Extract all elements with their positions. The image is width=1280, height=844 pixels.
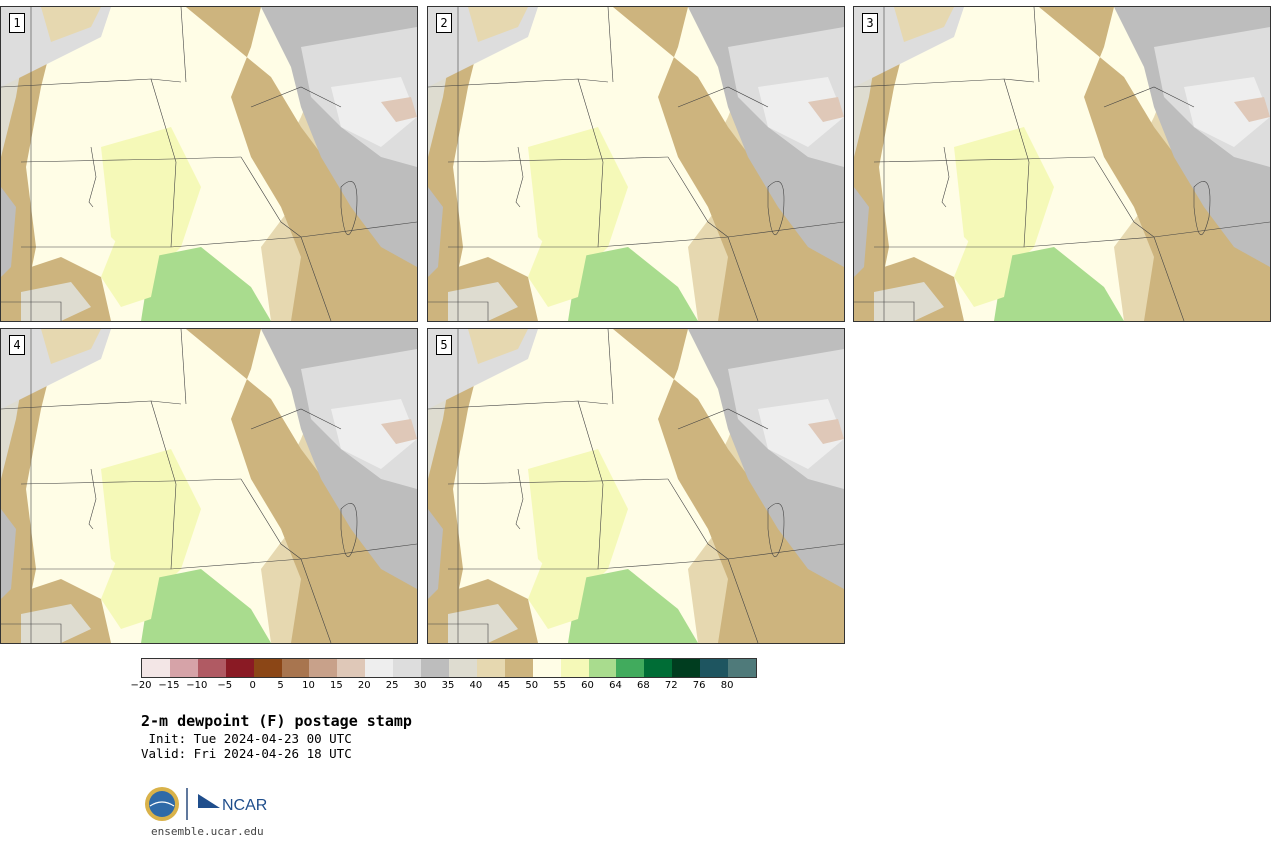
colorbar-cell [588,659,617,677]
colorbar-tick-label: 25 [385,680,399,691]
dewpoint-map-5 [428,329,844,643]
colorbar-tick-label: 55 [553,680,566,691]
colorbar-tick-label: 60 [581,680,594,691]
panel-number: 5 [436,335,452,355]
colorbar-tick-label: 45 [497,680,511,691]
colorbar-tick-label: 35 [441,680,455,691]
colorbar-tick-label: 40 [469,680,483,691]
colorbar-cell [253,659,282,677]
colorbar-cell [476,659,505,677]
panel-number: 1 [9,13,25,33]
colorbar-tick-label: 20 [357,680,371,691]
map-panel-1: 1 [0,6,418,322]
colorbar-tick-label: 76 [692,680,706,691]
colorbar-tick-label: 64 [609,680,622,691]
colorbar-tick-label: −10 [186,680,208,691]
colorbar-cell [281,659,310,677]
panel-number: 2 [436,13,452,33]
colorbar-cell [309,659,338,677]
colorbar-cell [616,659,645,677]
map-panel-4: 4 [0,328,418,644]
colorbar-tick-labels: −20 −15 −10 −5 0 5 10 15 20 25 30 35 40 45 50 55 60 64 68 7… [130,680,755,694]
colorbar-cell [197,659,226,677]
colorbar-tick-label: 68 [636,680,650,691]
colorbar-cell [421,659,449,677]
map-panel-3: 3 [853,6,1271,322]
dewpoint-map-4 [1,329,417,643]
colorbar-tick-label: 15 [329,680,343,691]
colorbar-tick-label: 30 [413,680,427,691]
colorbar-cell [644,659,673,677]
dewpoint-map-2 [428,7,844,321]
nsf-ncar-logo: NCAR [145,787,267,821]
colorbar-cell [448,659,477,677]
colorbar-cell [365,659,394,677]
colorbar-tick-label: 10 [302,680,315,691]
ncar-logo-text: NCAR [222,797,267,814]
colorbar-cell [504,659,533,677]
panel-number: 3 [862,13,878,33]
colorbar-cell [393,659,422,677]
dewpoint-map-3 [854,7,1270,321]
colorbar-cell [225,659,254,677]
colorbar-tick-label: 72 [664,680,678,691]
map-panel-2: 2 [427,6,845,322]
colorbar-cell [337,659,366,677]
colorbar-tick-label: 0 [249,680,256,691]
nsf-logo-icon [145,787,179,821]
colorbar-tick-label: −5 [217,680,233,691]
colorbar-tick-label: 80 [720,680,734,691]
map-panel-5: 5 [427,328,845,644]
ncar-logo-icon [198,794,220,808]
colorbar-cell [728,659,756,677]
colorbar-tick-label: −15 [158,680,180,691]
init-time: Init: Tue 2024-04-23 00 UTC [141,731,352,746]
colorbar-cell [532,659,561,677]
colorbar-cell [560,659,589,677]
colorbar-cell [169,659,198,677]
colorbar-tick-label: −20 [130,680,152,691]
dewpoint-map-1 [1,7,417,321]
website-link[interactable]: ensemble.ucar.edu [151,825,264,838]
colorbar-tick-label: 5 [277,680,284,691]
colorbar-cell [672,659,701,677]
valid-time: Valid: Fri 2024-04-26 18 UTC [141,746,352,761]
panel-number: 4 [9,335,25,355]
colorbar-tick-label: 50 [525,680,539,691]
colorbar [141,658,757,678]
colorbar-cell [700,659,729,677]
colorbar-cell [142,659,170,677]
map-title: 2-m dewpoint (F) postage stamp [141,712,412,730]
